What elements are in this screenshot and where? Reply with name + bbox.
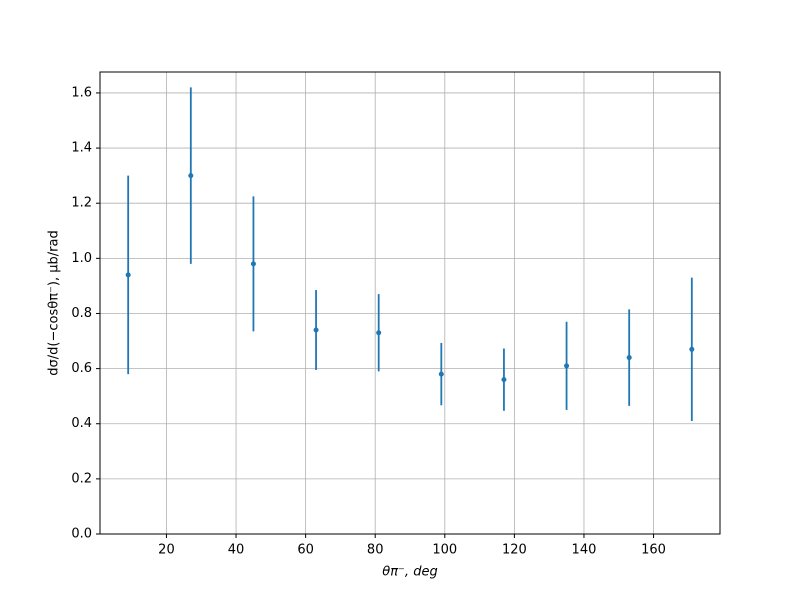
x-tick-label: 80 [367, 543, 384, 558]
x-tick-label: 140 [572, 543, 597, 558]
data-point [188, 173, 194, 179]
x-tick-label: 160 [641, 543, 666, 558]
data-point [125, 272, 131, 278]
data-point [564, 363, 570, 369]
data-point [626, 355, 632, 361]
y-tick-label: 0.4 [71, 416, 92, 431]
y-tick-label: 1.4 [71, 141, 92, 156]
y-tick-label: 0.0 [71, 527, 92, 542]
data-point [313, 327, 319, 333]
data-point [250, 261, 256, 267]
data-point [501, 377, 507, 383]
y-tick-label: 0.6 [71, 361, 92, 376]
data-point [689, 346, 695, 352]
y-tick-label: 1.0 [71, 251, 92, 266]
y-tick-label: 1.2 [71, 196, 92, 211]
y-tick-label: 1.6 [71, 85, 92, 100]
y-axis-label: dσ/d(−cosθπ⁻), μb/rad [47, 230, 62, 375]
x-tick-label: 20 [158, 543, 175, 558]
x-tick-label: 120 [502, 543, 527, 558]
x-tick-label: 100 [432, 543, 457, 558]
x-axis-label: θπ⁻, deg [382, 565, 437, 580]
x-tick-label: 60 [297, 543, 314, 558]
y-tick-label: 0.2 [71, 471, 92, 486]
y-tick-label: 0.8 [71, 306, 92, 321]
data-point [438, 371, 444, 377]
data-point [376, 330, 382, 336]
x-tick-label: 40 [228, 543, 245, 558]
plot-frame [99, 71, 721, 535]
